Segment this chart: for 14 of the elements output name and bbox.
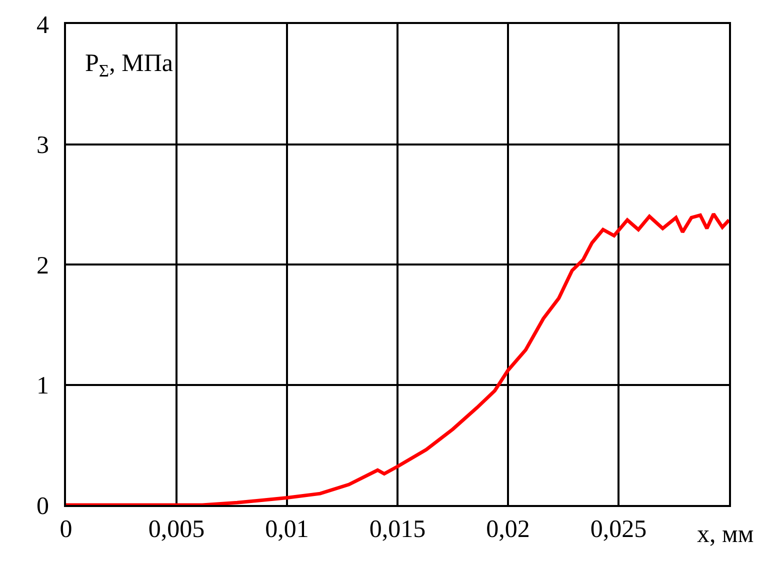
y-tick-label: 1 xyxy=(36,372,49,400)
y-tick-label: 0 xyxy=(36,492,49,520)
line-series xyxy=(66,212,729,505)
x-tick-label: 0,025 xyxy=(590,516,647,543)
x-tick-label: 0,005 xyxy=(148,516,205,543)
x-tick-label: 0 xyxy=(60,516,72,543)
x-tick-label: 0,02 xyxy=(486,516,530,543)
y-tick-label: 2 xyxy=(36,252,49,280)
x-tick-label: 0,015 xyxy=(369,516,426,543)
y-axis-title: P$_{Σ}$, МПа xyxy=(85,50,173,80)
y-tick-label: 3 xyxy=(36,132,49,159)
y-tick-label: 4 xyxy=(36,12,50,39)
x-axis-title: x, мм xyxy=(697,521,754,548)
x-tick-label: 0,01 xyxy=(265,516,309,543)
